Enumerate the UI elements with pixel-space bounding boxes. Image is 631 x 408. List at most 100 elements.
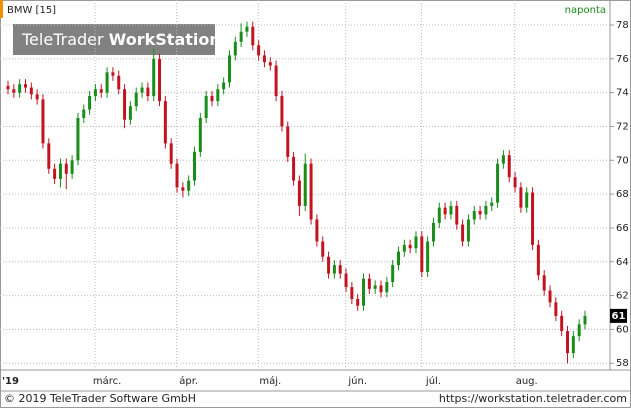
watermark-box	[13, 24, 215, 55]
marker	[0, 0, 3, 18]
candle-body	[140, 87, 144, 93]
candle-body	[303, 163, 307, 206]
candle-body	[158, 58, 162, 102]
candle-body	[12, 89, 16, 93]
candle-body	[414, 236, 418, 249]
candle-body	[64, 163, 68, 174]
candle-body	[76, 118, 80, 161]
candle-body	[332, 265, 336, 274]
y-tick-label: 76	[616, 54, 629, 65]
candle-body	[449, 205, 453, 215]
candle-body	[344, 273, 348, 288]
x-tick-label: máj.	[259, 375, 281, 387]
candle-body	[181, 187, 185, 191]
y-tick-label: 74	[616, 88, 629, 99]
candle-body	[443, 207, 447, 215]
candle-body	[466, 219, 470, 242]
candle-body	[70, 160, 74, 174]
candle-body	[356, 298, 360, 306]
candle-body	[513, 177, 517, 188]
candle-body	[146, 87, 150, 97]
candle-body	[566, 331, 570, 354]
candle-body	[490, 202, 494, 206]
candle-body	[41, 99, 45, 144]
candle-body	[280, 96, 284, 127]
candle-body	[262, 55, 266, 63]
candle-body	[169, 143, 173, 164]
candle-body	[525, 192, 529, 208]
candle-body	[292, 156, 296, 181]
candle-body	[251, 26, 255, 46]
candle-body	[437, 207, 441, 223]
candle-body	[245, 26, 249, 32]
candle-body	[53, 168, 57, 179]
x-tick-label: márc.	[93, 375, 121, 387]
y-tick-label: 70	[616, 155, 629, 166]
candle-body	[82, 109, 86, 119]
period: naponta	[565, 5, 606, 16]
y-tick-label: 58	[616, 358, 629, 369]
x-tick-label: aug.	[516, 376, 538, 387]
x-tick-label: júl.	[425, 375, 441, 387]
candle-body	[536, 244, 540, 276]
candle-body	[111, 72, 115, 76]
candle-body	[571, 336, 575, 354]
y-tick-label: 64	[616, 257, 629, 268]
candle-body	[175, 163, 179, 188]
candle-body	[420, 236, 424, 272]
candle-body	[362, 278, 366, 306]
candle-body	[23, 84, 27, 88]
candle-body	[233, 41, 237, 56]
candle-body	[507, 155, 511, 178]
candle-body	[583, 315, 587, 325]
candle-body	[391, 265, 395, 283]
footer-right: https://workstation.teletrader.com	[439, 392, 627, 405]
watermark-brand: TeleTrader	[21, 30, 104, 49]
candle-body	[385, 282, 389, 293]
candle-body	[35, 94, 39, 100]
candle-body	[210, 96, 214, 102]
candle-body	[198, 118, 202, 152]
y-tick-label: 62	[616, 291, 629, 302]
candle-body	[187, 180, 191, 191]
candle-body	[6, 85, 10, 90]
candle-body	[99, 89, 103, 93]
candle-body	[309, 163, 313, 220]
candle-body	[338, 265, 342, 274]
candle-body	[29, 87, 33, 95]
candle-body	[47, 143, 51, 169]
candle-body	[350, 287, 354, 299]
candle-body	[373, 285, 377, 289]
candle-body	[163, 101, 167, 144]
candle-body	[93, 89, 97, 97]
last-value-box	[610, 308, 627, 323]
candle-body	[577, 324, 581, 337]
candle-body	[472, 211, 476, 220]
y-tick-label: 72	[616, 121, 629, 132]
candle-body	[274, 65, 278, 97]
candle-body	[461, 224, 465, 242]
chart-title: BMW [15]	[7, 5, 56, 16]
watermark: TeleTrader WorkStation	[21, 30, 221, 49]
candle-body	[542, 275, 546, 291]
candle-body	[222, 82, 226, 90]
candle-body	[117, 75, 121, 90]
candle-body	[18, 84, 22, 93]
y-tick-label: 68	[616, 189, 629, 200]
candle-body	[123, 89, 127, 120]
y-tick-label: 78	[616, 20, 629, 31]
candle-body	[257, 45, 261, 56]
candle-body	[478, 211, 482, 215]
candle-body	[519, 187, 523, 208]
candle-body	[286, 126, 290, 157]
candle-body	[560, 315, 564, 332]
watermark-product: WorkStation	[109, 30, 221, 49]
candle-body	[554, 302, 558, 316]
candle-body	[484, 205, 488, 215]
candle-body	[134, 92, 138, 107]
candle-body	[501, 155, 505, 164]
candle-body	[88, 96, 92, 110]
candle-body	[431, 222, 435, 242]
candle-body	[152, 58, 156, 97]
candle-body	[531, 192, 535, 245]
